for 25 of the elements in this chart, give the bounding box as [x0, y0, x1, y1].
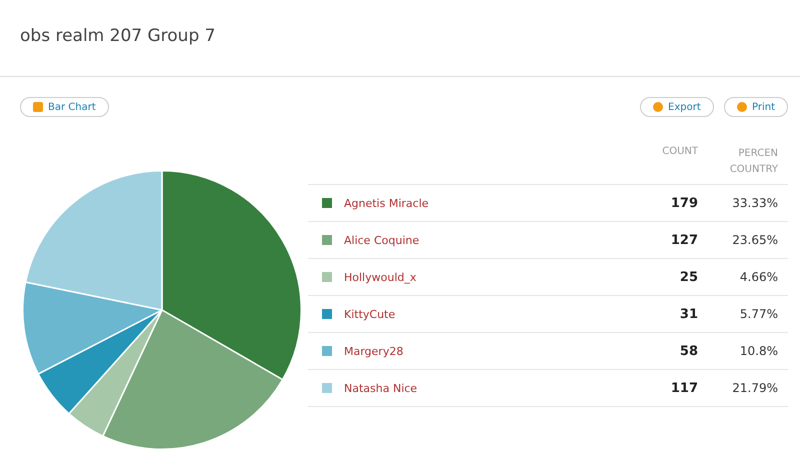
text: 127	[670, 232, 698, 248]
text: 179	[670, 196, 698, 210]
legend-label: Hollywould_x	[344, 270, 416, 284]
text: 25	[680, 270, 698, 284]
data-label: 21.79%	[731, 381, 778, 395]
text: PERCEN	[737, 147, 778, 161]
text: Export	[668, 102, 701, 112]
text: COUNT	[661, 145, 698, 159]
text: Print	[752, 102, 776, 112]
data-label: 5.77%	[738, 307, 778, 321]
text: 58	[680, 344, 698, 358]
text: COUNTRY	[728, 163, 778, 177]
data-label: 10.8%	[738, 344, 778, 358]
legend-label: Margery28	[344, 344, 404, 358]
data-label: 23.65%	[731, 233, 778, 247]
legend-label: Alice Coquine	[344, 234, 420, 246]
data-label: 4.66%	[738, 270, 778, 284]
text: 31	[680, 306, 698, 322]
data-label: 33.33%	[731, 196, 778, 210]
legend-label: KittyCute	[344, 308, 396, 320]
text: Bar Chart	[48, 102, 96, 112]
legend-label: Natasha Nice	[344, 382, 418, 394]
text: 117	[670, 380, 698, 396]
chart-title: obs realm 207 Group 7	[20, 26, 216, 46]
legend-label: Agnetis Miracle	[344, 196, 429, 210]
